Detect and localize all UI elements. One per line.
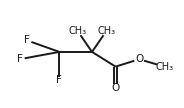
Text: CH₃: CH₃ [155, 62, 174, 72]
Text: F: F [24, 35, 30, 45]
Text: CH₃: CH₃ [68, 26, 86, 36]
Text: F: F [56, 75, 62, 85]
Text: O: O [112, 83, 120, 93]
Text: O: O [135, 54, 143, 64]
Text: F: F [17, 54, 22, 64]
Text: CH₃: CH₃ [98, 26, 116, 36]
